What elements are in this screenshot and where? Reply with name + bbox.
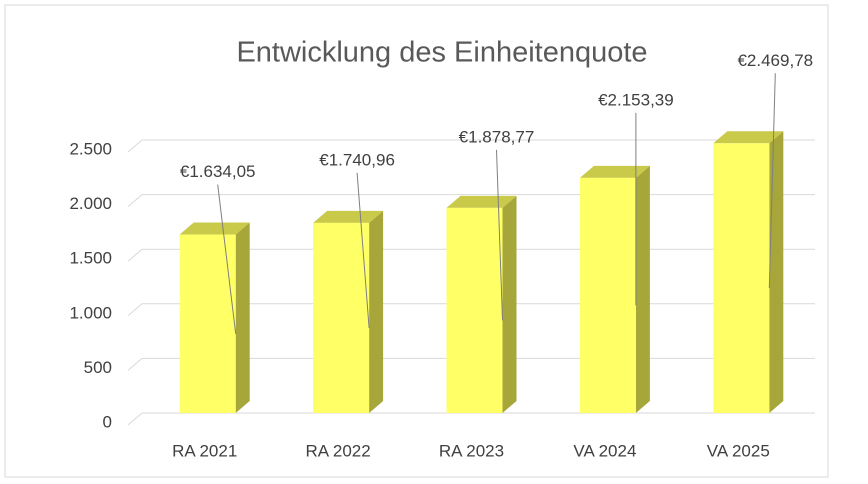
bar-top: [313, 210, 384, 223]
bar: [179, 234, 236, 413]
bar-side: [769, 131, 784, 413]
leader-line: [217, 184, 237, 334]
grid-line: [127, 139, 815, 153]
data-label: €1.878,77: [459, 127, 535, 146]
bar-side: [502, 195, 517, 413]
leader-line: [768, 73, 776, 289]
bar-top: [179, 222, 250, 235]
x-tick-label: VA 2024: [573, 441, 636, 460]
bar: [446, 207, 503, 413]
y-tick-label: 1.000: [69, 303, 112, 322]
y-tick-label: 2.500: [69, 139, 112, 158]
x-tick-label: VA 2025: [707, 441, 770, 460]
bar: [313, 222, 370, 413]
data-label: €1.634,05: [180, 162, 256, 181]
bar-top: [713, 131, 784, 144]
bar-top: [446, 195, 517, 208]
chart-title: Entwicklung des Einheitenquote: [236, 37, 647, 69]
x-tick-label: RA 2023: [439, 441, 504, 460]
bar: [713, 143, 770, 413]
y-tick-label: 0: [103, 412, 112, 431]
x-tick-label: RA 2021: [172, 441, 237, 460]
data-label: €2.469,78: [737, 51, 813, 70]
y-tick-label: 2.000: [69, 194, 112, 213]
data-label: €1.740,96: [319, 150, 395, 169]
leader-line: [496, 149, 503, 321]
bar-side: [369, 210, 384, 413]
y-tick-label: 500: [84, 358, 112, 377]
bar-top: [579, 165, 650, 178]
leader-line: [356, 172, 370, 328]
x-tick-label: RA 2022: [305, 441, 370, 460]
y-tick-label: 1.500: [69, 249, 112, 268]
chart-frame: [4, 4, 829, 478]
bar-side: [635, 165, 650, 413]
bar: [579, 177, 636, 413]
data-label: €2.153,39: [598, 90, 674, 109]
bar-side: [235, 222, 250, 413]
